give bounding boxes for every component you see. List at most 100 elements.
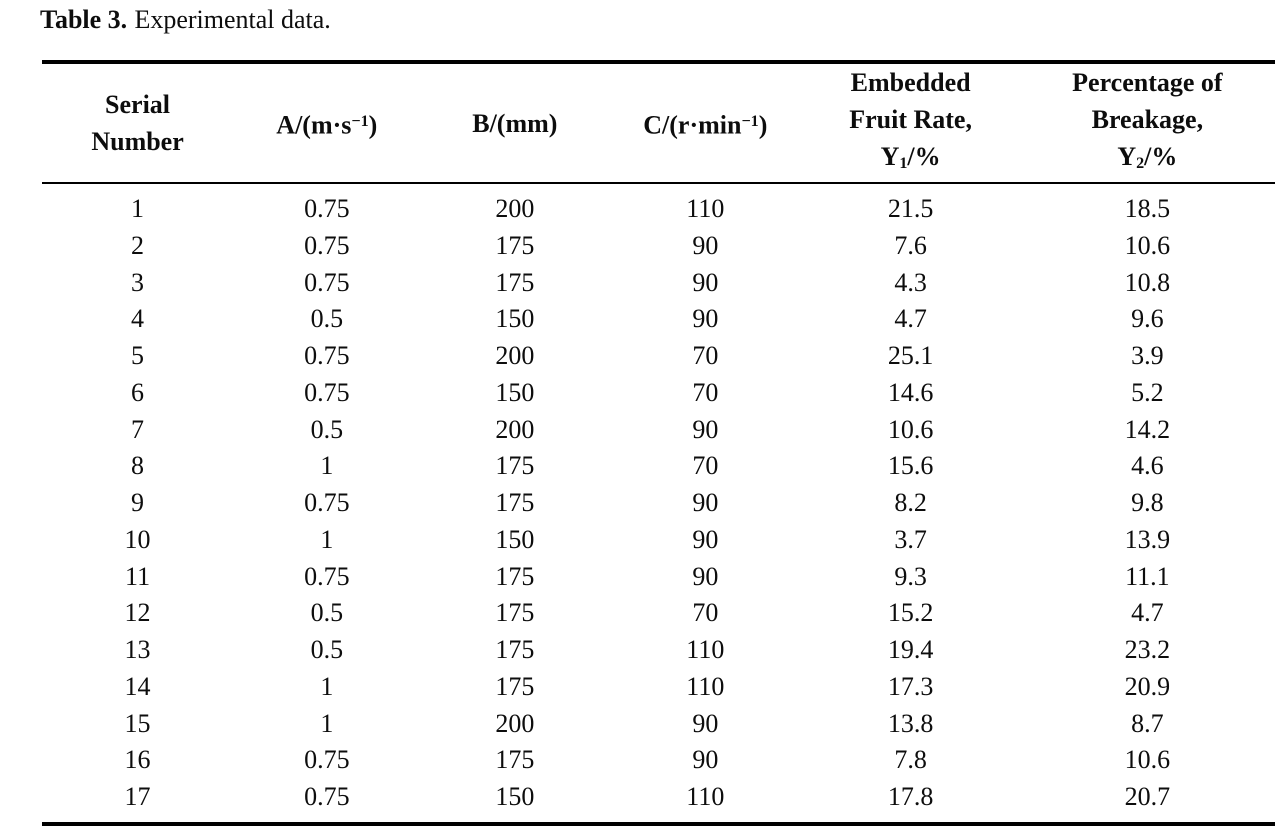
table-cell: 175 xyxy=(495,451,535,481)
table-cell: 90 xyxy=(692,561,719,591)
table-cell: 70 xyxy=(692,451,719,481)
column-header-text: 2 xyxy=(1136,154,1145,172)
table-cell: 175 xyxy=(495,561,535,591)
table-caption: Table 3. Experimental data. xyxy=(40,4,331,36)
table-row: 12 0.5 175 70 15.2 4.7 xyxy=(42,595,1275,632)
column-header-line: Y1/% xyxy=(802,138,1020,182)
table-cell: 6 xyxy=(131,377,145,407)
table-cell: 7.6 xyxy=(894,230,927,260)
table-cell: 13 xyxy=(124,635,151,664)
table-row: 6 0.75 150 70 14.6 5.2 xyxy=(42,375,1275,412)
table-row: 17 0.75 150 110 17.8 20.7 xyxy=(42,779,1275,824)
column-header-2: B/(mm) xyxy=(421,62,610,183)
table-cell: 175 xyxy=(495,745,535,775)
table-cell: 9 xyxy=(131,488,145,517)
column-header-text: −1 xyxy=(351,112,369,130)
table-cell: 3 xyxy=(131,267,145,297)
column-header-text: A/(m·s xyxy=(276,110,352,140)
table-cell: 0.75 xyxy=(304,267,350,297)
table-cell: 14 xyxy=(124,671,151,701)
table-cell: 175 xyxy=(495,267,535,297)
table-cell: 1 xyxy=(320,451,334,481)
column-header-line: Y2/% xyxy=(1020,138,1275,182)
table-cell: 90 xyxy=(692,745,719,775)
column-header-line: Breakage, xyxy=(1020,101,1275,138)
table-cell: 0.75 xyxy=(304,194,350,223)
table-cell: 9.8 xyxy=(1131,488,1164,517)
table-cell: 150 xyxy=(495,782,535,811)
column-header-text: 1 xyxy=(899,154,908,172)
table-cell: 0.75 xyxy=(304,488,350,517)
table-cell: 0.75 xyxy=(304,230,350,260)
table-cell: 1 xyxy=(320,708,334,738)
column-header-line: Percentage of xyxy=(1020,64,1275,101)
table-row: 8 1 175 70 15.6 4.6 xyxy=(42,448,1275,485)
table-cell: 90 xyxy=(692,304,719,334)
table-cell: 90 xyxy=(692,414,719,444)
table-cell: 20.7 xyxy=(1124,782,1171,811)
table-cell: 14.2 xyxy=(1124,414,1171,444)
table-cell: 200 xyxy=(495,341,535,370)
column-header-0: Serial Number xyxy=(42,62,233,183)
column-header-text: C/(r·min xyxy=(643,110,742,140)
table-cell: 0.5 xyxy=(310,414,344,444)
table-row: 14 1 175 110 17.3 20.9 xyxy=(42,669,1275,706)
table-cell: 5 xyxy=(131,341,145,370)
table-row: 2 0.75 175 90 7.6 10.6 xyxy=(42,228,1275,265)
table-row: 16 0.75 175 90 7.8 10.6 xyxy=(42,742,1275,779)
table-row: 15 1 200 90 13.8 8.7 xyxy=(42,706,1275,743)
table-cell: 7.8 xyxy=(894,745,927,775)
table-cell: 8.2 xyxy=(894,488,927,517)
table-row: 7 0.5 200 90 10.6 14.2 xyxy=(42,412,1275,449)
table-cell: 70 xyxy=(692,341,719,370)
table-cell: 90 xyxy=(692,230,719,260)
column-header-3: C/(r·min−1) xyxy=(609,62,801,183)
table-body: 1 0.75 200 110 21.5 18.5 2 0.75 175 90 7.6 10.6 3 0.7… xyxy=(42,183,1275,824)
table-row: 13 0.5 175 110 19.4 23.2 xyxy=(42,632,1275,669)
table-cell: 15 xyxy=(124,708,151,738)
table-cell: 0.75 xyxy=(304,782,350,811)
table-cell: 23.2 xyxy=(1124,635,1171,664)
column-header-line: B/(mm) xyxy=(421,105,610,142)
table-cell: 3.7 xyxy=(894,524,927,554)
table-cell: 0.75 xyxy=(304,377,350,407)
column-header-text: Number xyxy=(91,127,184,156)
table-cell: 10.6 xyxy=(887,414,934,444)
table-cell: 9.3 xyxy=(894,561,927,591)
table-cell: 175 xyxy=(495,671,535,701)
table-cell: 8.7 xyxy=(1131,708,1164,738)
column-header-text: ) xyxy=(758,110,768,140)
column-header-text: Breakage, xyxy=(1091,105,1204,135)
header-row: Serial Number A/(m·s−1) B/(mm) C/(r·min−1) Em… xyxy=(42,62,1275,183)
table-cell: 200 xyxy=(495,414,535,444)
column-header-text: /% xyxy=(907,142,941,172)
table-cell: 10.8 xyxy=(1124,267,1171,297)
table-cell: 11.1 xyxy=(1125,561,1170,591)
table-cell: 175 xyxy=(495,635,535,664)
table-cell: 20.9 xyxy=(1124,671,1171,701)
table-cell: 0.5 xyxy=(310,304,344,334)
table-row: 3 0.75 175 90 4.3 10.8 xyxy=(42,265,1275,302)
column-header-5: Percentage of Breakage, Y2/% xyxy=(1020,62,1275,183)
column-header-line: Number xyxy=(42,123,233,160)
table-cell: 17.3 xyxy=(887,671,934,701)
table-cell: 90 xyxy=(692,488,719,517)
table-cell: 70 xyxy=(692,598,719,628)
table-cell: 3.9 xyxy=(1131,341,1164,370)
table-row: 10 1 150 90 3.7 13.9 xyxy=(42,522,1275,559)
column-header-text: −1 xyxy=(741,112,759,130)
table-cell: 0.5 xyxy=(310,598,344,628)
table-cell: 0.75 xyxy=(304,561,350,591)
table-cell: 10 xyxy=(124,524,151,554)
table-cell: 200 xyxy=(495,194,535,223)
table-cell: 150 xyxy=(495,524,535,554)
table-row: 11 0.75 175 90 9.3 11.1 xyxy=(42,559,1275,596)
table-cell: 13.9 xyxy=(1124,524,1171,554)
column-header-text: Serial xyxy=(105,90,171,119)
table-cell: 11 xyxy=(125,561,151,591)
table-cell: 14.6 xyxy=(887,377,934,407)
table-cell: 1 xyxy=(131,194,145,223)
table-cell: 17.8 xyxy=(887,782,934,811)
table-cell: 16 xyxy=(124,745,151,775)
experimental-data-table: Serial Number A/(m·s−1) B/(mm) C/(r·min−1) Em… xyxy=(42,60,1275,826)
